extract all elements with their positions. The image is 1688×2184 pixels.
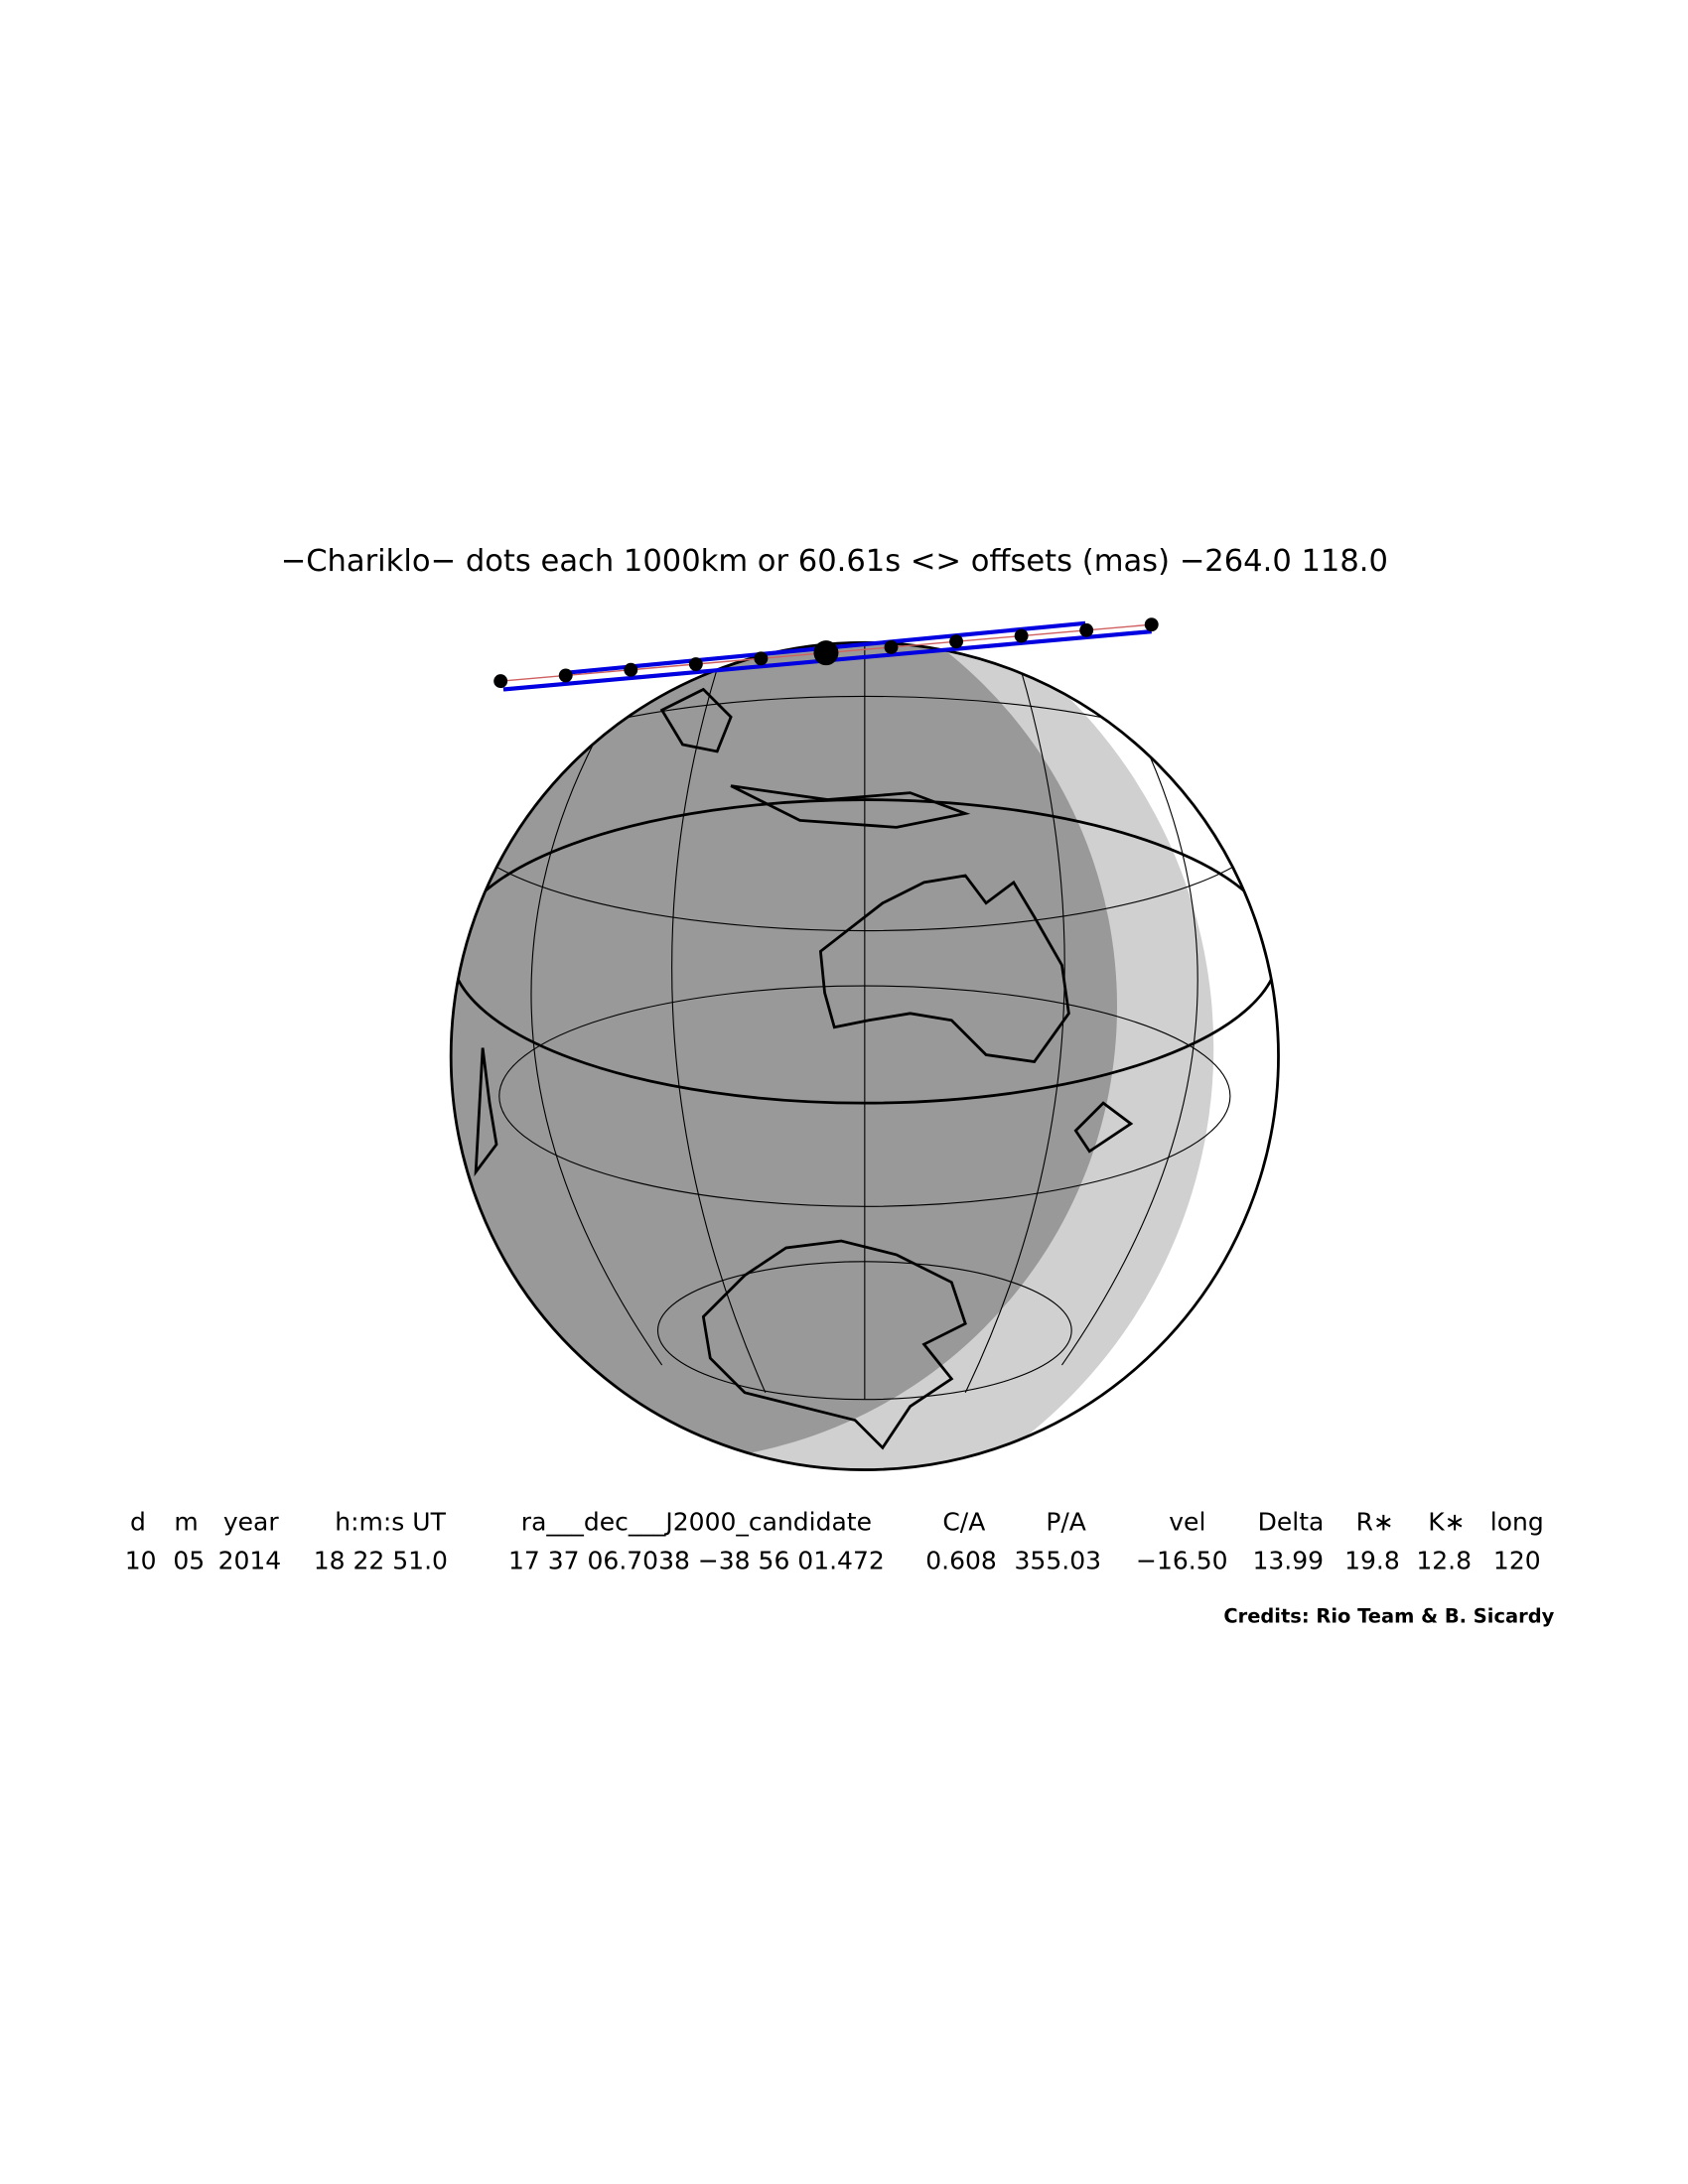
time-dot bbox=[754, 651, 769, 666]
table-header: R∗ bbox=[1356, 1508, 1394, 1537]
table-header: d bbox=[130, 1508, 146, 1537]
time-dot bbox=[1014, 628, 1029, 643]
coastlines bbox=[474, 687, 1134, 1450]
time-dot bbox=[884, 640, 899, 654]
occultation-path bbox=[493, 617, 1159, 692]
time-dots bbox=[493, 617, 1159, 689]
table-header: long bbox=[1490, 1508, 1544, 1537]
event-table: d m year h:m:s UT ra___dec___J2000_candidate… bbox=[125, 1508, 1544, 1575]
table-header: m bbox=[174, 1508, 198, 1537]
graticule bbox=[451, 642, 1279, 1401]
table-cell: 0.608 bbox=[925, 1547, 997, 1575]
time-dot bbox=[688, 657, 703, 671]
table-header: h:m:s UT bbox=[335, 1508, 446, 1537]
time-dot bbox=[493, 674, 508, 689]
table-header: year bbox=[223, 1508, 279, 1537]
night-zone bbox=[451, 642, 1118, 1462]
time-dot bbox=[813, 640, 839, 666]
equator bbox=[451, 798, 1279, 1105]
table-cell: 10 bbox=[125, 1547, 157, 1575]
time-dot bbox=[624, 662, 638, 677]
time-dot bbox=[1144, 617, 1159, 632]
table-cell: 05 bbox=[173, 1547, 205, 1575]
map-title: −Chariklo− dots each 1000km or 60.61s <>… bbox=[281, 544, 1388, 579]
credits: Credits: Rio Team & B. Sicardy bbox=[1223, 1605, 1554, 1628]
table-header: vel bbox=[1169, 1508, 1205, 1537]
table-cell: 19.8 bbox=[1344, 1547, 1400, 1575]
figure: −Chariklo− dots each 1000km or 60.61s <>… bbox=[125, 544, 1555, 1628]
globe bbox=[449, 640, 1280, 1471]
table-cell: 2014 bbox=[218, 1547, 282, 1575]
table-cell: −16.50 bbox=[1136, 1547, 1228, 1575]
time-dot bbox=[558, 668, 573, 683]
table-cell: 13.99 bbox=[1252, 1547, 1324, 1575]
table-cell: 120 bbox=[1493, 1547, 1541, 1575]
table-header: P/A bbox=[1046, 1508, 1086, 1537]
table-cell: 18 22 51.0 bbox=[314, 1547, 448, 1575]
table-header: K∗ bbox=[1428, 1508, 1465, 1537]
table-header: ra___dec___J2000_candidate bbox=[521, 1508, 872, 1537]
table-header: Delta bbox=[1258, 1508, 1325, 1537]
table-cell: 17 37 06.7038 −38 56 01.472 bbox=[508, 1547, 885, 1575]
time-dot bbox=[1079, 622, 1094, 637]
table-cell: 12.8 bbox=[1416, 1547, 1472, 1575]
table-header: C/A bbox=[942, 1508, 985, 1537]
time-dot bbox=[949, 634, 964, 649]
table-cell: 355.03 bbox=[1015, 1547, 1101, 1575]
